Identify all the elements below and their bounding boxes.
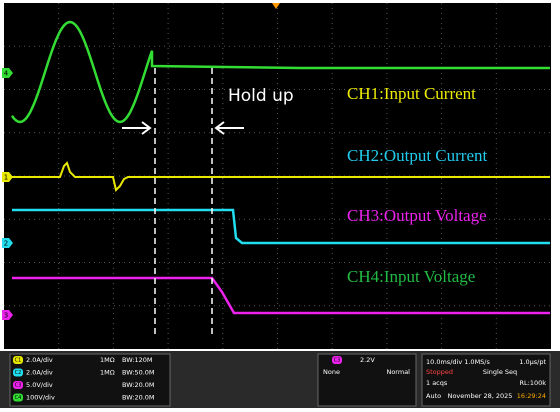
channel-marker [2, 172, 13, 182]
arrow [122, 121, 152, 135]
ch3-trace [12, 276, 550, 315]
channel-label: CH3:Output Voltage [347, 206, 487, 225]
channel-badge-label: C3 [15, 383, 22, 389]
channel-marker [2, 238, 13, 248]
channel-coupling: 1MΩ [100, 369, 115, 377]
timebase-rl: RL:100k [520, 379, 547, 387]
trigger-left: None [323, 368, 340, 376]
channel-marker-label: 2 [4, 240, 8, 248]
channel-badge [13, 368, 23, 377]
channel-bw: BW:20.0M [122, 394, 155, 402]
timebase-mode: Single Seq [483, 368, 517, 376]
ch2-trace [12, 208, 550, 245]
timebase-date: November 28, 2025 [448, 392, 513, 400]
trigger-source: C3 [334, 358, 341, 364]
channel-label: CH1:Input Current [347, 84, 476, 103]
channel-coupling: 1MΩ [100, 356, 115, 364]
ch4-trace [10, 20, 550, 124]
timebase-acqs: 1 acqs [426, 379, 448, 387]
channel-marker [2, 310, 13, 320]
channel-bw: BW:50.0M [122, 369, 155, 377]
channel-scale: 2.0A/div [26, 356, 53, 364]
channel-scale: 100V/div [26, 394, 55, 402]
channel-label: CH4:Input Voltage [347, 267, 475, 286]
channel-marker-label: 4 [4, 70, 9, 78]
channel-badge-label: C2 [15, 370, 22, 376]
channel-scale: 2.0A/div [26, 369, 53, 377]
trigger-marker [272, 3, 280, 9]
timebase-auto: Auto [426, 392, 441, 400]
channel-marker-label: 1 [4, 174, 8, 182]
timebase-time: 16:29:24 [517, 392, 546, 400]
channel-badge [13, 393, 23, 402]
timebase-panel [421, 353, 551, 407]
channel-badge [13, 381, 23, 389]
channel-badge-label: C4 [15, 395, 22, 401]
channel-marker [2, 68, 13, 78]
trigger-right: Normal [386, 368, 410, 376]
arrow [214, 121, 244, 135]
channel-marker-label: 3 [4, 312, 8, 320]
channel-scale: 5.0V/div [26, 381, 53, 389]
channel-badge [13, 356, 23, 364]
trigger-badge [332, 356, 342, 364]
timebase-rate: 10.0ms/div 1.0MS/s [426, 358, 490, 366]
channel-label: CH2:Output Current [347, 146, 488, 165]
channel-panel [9, 353, 171, 407]
timebase-state: Stopped [426, 368, 453, 376]
timebase-pt: 1.0µs/pt [519, 358, 546, 366]
channel-badge-label: C1 [15, 358, 22, 364]
annotation: Hold up [228, 86, 294, 106]
channel-bw: BW:20.0M [122, 381, 155, 389]
channel-bw: BW:120M [122, 356, 152, 364]
ch1-trace [12, 161, 550, 192]
trigger-level: 2.2V [360, 356, 375, 364]
